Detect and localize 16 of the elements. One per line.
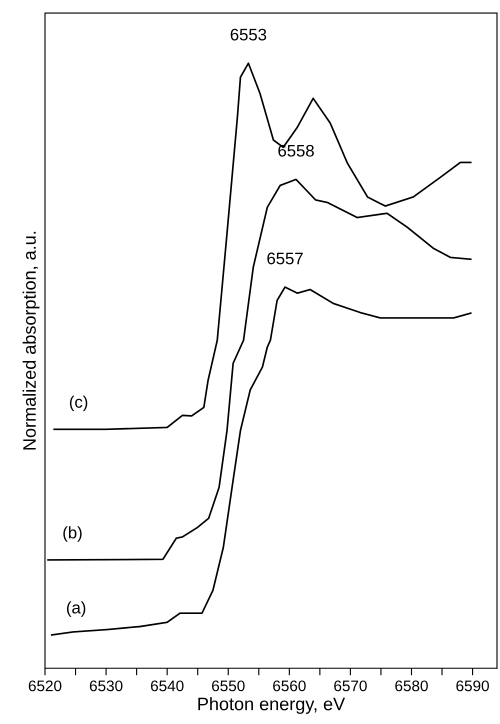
annotation: 6558	[278, 144, 314, 157]
x-axis-title: Photon energy, eV	[198, 697, 346, 714]
x-tick-label: 6580	[395, 680, 428, 692]
series-label: (c)	[70, 396, 88, 412]
x-tick-label: 6540	[150, 680, 184, 692]
x-tick-label: 6590	[456, 680, 489, 692]
x-tick-label: 6550	[212, 680, 245, 692]
y-axis-title: Normalized absorption, a.u.	[22, 232, 40, 450]
series-label: (a)	[67, 601, 86, 617]
x-tick-label: 6520	[28, 680, 62, 692]
annotation: 6557	[267, 252, 303, 264]
x-tick-label: 6530	[90, 680, 122, 692]
x-tick-label: 6560	[273, 680, 306, 692]
x-tick-label: 6570	[334, 680, 367, 692]
annotation: 6553	[230, 28, 266, 41]
series-label: (b)	[63, 526, 82, 542]
